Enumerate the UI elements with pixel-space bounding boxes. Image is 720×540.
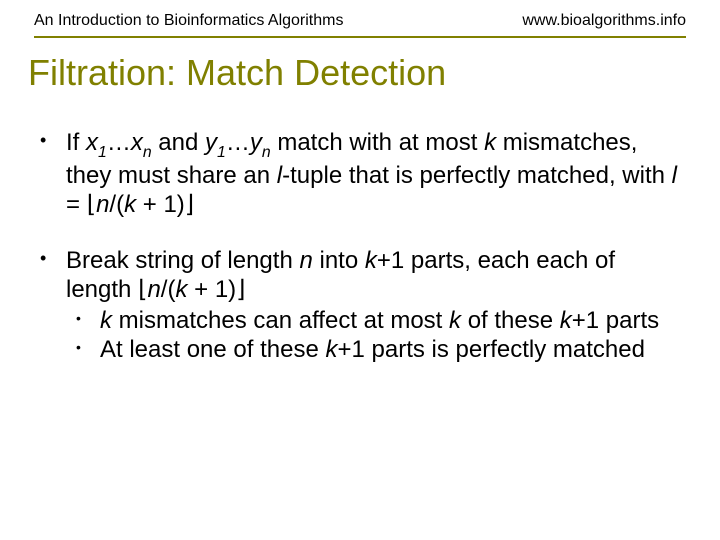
- t: -tuple that is perfectly matched, with: [282, 162, 672, 189]
- t: /(: [161, 276, 176, 303]
- var-y: y: [205, 129, 217, 156]
- var-y: y: [250, 129, 262, 156]
- t: mismatches can affect at most: [112, 307, 449, 334]
- header-left: An Introduction to Bioinformatics Algori…: [34, 12, 343, 30]
- t: match with at most: [271, 129, 484, 156]
- var-x: x: [131, 129, 143, 156]
- sub: n: [143, 144, 152, 161]
- sub: 1: [98, 144, 107, 161]
- floor-left: ⌊: [87, 191, 96, 218]
- var-k: k: [100, 307, 112, 334]
- t: of these: [461, 307, 560, 334]
- var-x: x: [86, 129, 98, 156]
- t: =: [66, 191, 87, 218]
- var-k: k: [124, 191, 136, 218]
- header-right: www.bioalgorithms.info: [522, 12, 686, 30]
- divider-wrap: [0, 30, 720, 38]
- t: Break string of length: [66, 247, 299, 274]
- floor-right: ⌋: [236, 276, 245, 303]
- header: An Introduction to Bioinformatics Algori…: [0, 0, 720, 30]
- var-k: k: [365, 247, 377, 274]
- t: /(: [109, 191, 124, 218]
- var-n: n: [299, 247, 312, 274]
- t: +1 parts is perfectly matched: [337, 336, 644, 363]
- t: …: [107, 129, 131, 156]
- var-n: n: [147, 276, 160, 303]
- sub-bullet-list: k mismatches can affect at most k of the…: [66, 306, 686, 365]
- t: …: [226, 129, 250, 156]
- t: into: [313, 247, 365, 274]
- bullet-2: Break string of length n into k+1 parts,…: [34, 246, 686, 365]
- sub-bullet-1: k mismatches can affect at most k of the…: [66, 306, 686, 335]
- var-n: n: [96, 191, 109, 218]
- var-k: k: [175, 276, 187, 303]
- sub: 1: [217, 144, 226, 161]
- slide-content: If x1…xn and y1…yn match with at most k …: [0, 94, 720, 365]
- bullet-1: If x1…xn and y1…yn match with at most k …: [34, 128, 686, 220]
- slide-title: Filtration: Match Detection: [0, 38, 720, 94]
- t: At least one of these: [100, 336, 325, 363]
- var-k: k: [449, 307, 461, 334]
- var-k: k: [560, 307, 572, 334]
- t: and: [152, 129, 205, 156]
- floor-right: ⌋: [185, 191, 194, 218]
- t: + 1): [136, 191, 185, 218]
- sub: n: [262, 144, 271, 161]
- sub-bullet-2: At least one of these k+1 parts is perfe…: [66, 335, 686, 364]
- var-l: l: [672, 162, 677, 189]
- var-k: k: [484, 129, 496, 156]
- t: +1 parts: [572, 307, 659, 334]
- t: + 1): [187, 276, 236, 303]
- bullet-list: If x1…xn and y1…yn match with at most k …: [34, 128, 686, 365]
- t: If: [66, 129, 86, 156]
- var-k: k: [325, 336, 337, 363]
